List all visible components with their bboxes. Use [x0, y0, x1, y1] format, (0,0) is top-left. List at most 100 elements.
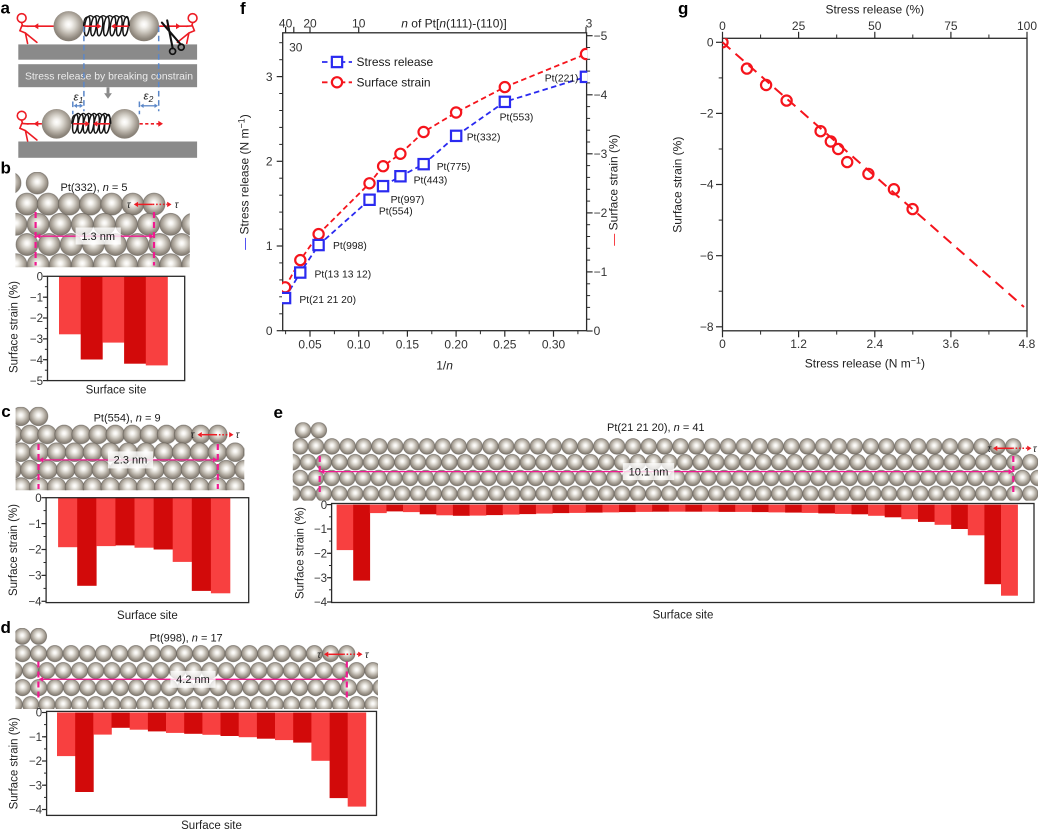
svg-text:c: c: [1, 402, 10, 421]
svg-text:g: g: [678, 0, 688, 18]
svg-text:Stress release by breaking con: Stress release by breaking constrain: [25, 71, 193, 82]
svg-text:−4: −4: [30, 355, 44, 367]
svg-text:τ: τ: [175, 200, 180, 211]
svg-text:Stress release (N m−1): Stress release (N m−1): [805, 356, 925, 371]
svg-text:−1: −1: [30, 292, 43, 304]
svg-text:a: a: [1, 0, 11, 17]
svg-text:Surface strain (%): Surface strain (%): [9, 281, 21, 373]
svg-text:Surface strain: Surface strain: [357, 76, 431, 90]
svg-text:τ: τ: [127, 200, 132, 211]
svg-text:0: 0: [35, 493, 41, 505]
svg-text:0.30: 0.30: [542, 338, 566, 352]
svg-text:−2: −2: [700, 107, 714, 121]
svg-text:−3: −3: [29, 781, 42, 793]
svg-text:10.1 nm: 10.1 nm: [629, 466, 669, 478]
svg-text:n of Pt[n(111)-(110)]: n of Pt[n(111)-(110)]: [401, 16, 506, 30]
svg-text:e: e: [274, 403, 283, 422]
svg-text:Pt(21 21 20), n = 41: Pt(21 21 20), n = 41: [607, 422, 705, 434]
svg-text:τ: τ: [236, 430, 241, 441]
svg-text:−5: −5: [30, 376, 43, 388]
svg-text:τ: τ: [1033, 444, 1038, 455]
svg-text:0: 0: [321, 500, 327, 512]
svg-text:30: 30: [289, 41, 303, 55]
svg-text:−4: −4: [28, 597, 42, 609]
svg-text:4.8: 4.8: [1019, 337, 1036, 351]
svg-text:Pt(998): Pt(998): [333, 241, 367, 252]
svg-text:−2: −2: [30, 313, 43, 325]
svg-text:Pt(443): Pt(443): [414, 176, 448, 187]
svg-text:Pt(13 13 12): Pt(13 13 12): [315, 269, 372, 280]
svg-text:Surface strain (%): Surface strain (%): [8, 504, 20, 596]
svg-text:3.6: 3.6: [943, 337, 960, 351]
svg-text:10: 10: [352, 16, 366, 30]
svg-text:— Surface strain (%): — Surface strain (%): [607, 134, 621, 245]
svg-text:Surface site: Surface site: [653, 610, 714, 622]
svg-text:0.20: 0.20: [444, 338, 468, 352]
svg-text:Stress release (%): Stress release (%): [825, 3, 924, 17]
svg-text:−3: −3: [594, 147, 608, 161]
svg-text:0: 0: [37, 272, 43, 284]
svg-text:0: 0: [719, 337, 726, 351]
svg-text:20: 20: [303, 16, 317, 30]
svg-text:Surface strain (%): Surface strain (%): [9, 717, 21, 809]
svg-text:τ: τ: [987, 444, 992, 455]
svg-text:2: 2: [266, 155, 273, 169]
svg-text:Surface site: Surface site: [86, 385, 147, 397]
svg-text:Surface site: Surface site: [117, 610, 178, 622]
svg-text:−2: −2: [594, 206, 608, 220]
svg-text:1.2: 1.2: [790, 337, 807, 351]
svg-text:τ: τ: [365, 650, 370, 661]
svg-text:Pt(332): Pt(332): [467, 133, 501, 144]
svg-text:−4: −4: [314, 597, 328, 609]
svg-text:0.10: 0.10: [347, 338, 371, 352]
svg-text:Pt(998), n = 17: Pt(998), n = 17: [150, 632, 223, 644]
svg-text:ε1: ε1: [74, 91, 84, 105]
svg-text:Surface strain (%): Surface strain (%): [670, 137, 684, 233]
svg-text:0: 0: [719, 19, 726, 33]
svg-text:τ: τ: [317, 650, 322, 661]
svg-text:1/n: 1/n: [436, 359, 453, 373]
svg-text:−5: −5: [594, 29, 608, 43]
svg-text:2.3 nm: 2.3 nm: [114, 455, 148, 467]
svg-text:0: 0: [266, 324, 273, 338]
svg-text:3: 3: [266, 70, 273, 84]
svg-text:50: 50: [868, 19, 882, 33]
svg-text:1: 1: [266, 239, 273, 253]
svg-text:−1: −1: [314, 524, 327, 536]
svg-text:0.05: 0.05: [298, 338, 322, 352]
svg-text:Pt(775): Pt(775): [437, 162, 471, 173]
svg-text:−3: −3: [28, 571, 41, 583]
svg-text:−4: −4: [29, 805, 43, 817]
svg-text:0: 0: [36, 708, 42, 720]
svg-text:−3: −3: [314, 573, 327, 585]
svg-text:Pt(21 21 20): Pt(21 21 20): [299, 295, 356, 306]
svg-text:−4: −4: [700, 178, 714, 192]
svg-text:0.25: 0.25: [493, 338, 517, 352]
svg-text:2.4: 2.4: [866, 337, 883, 351]
svg-text:3: 3: [586, 16, 593, 30]
svg-text:Pt(554), n = 9: Pt(554), n = 9: [94, 412, 161, 424]
svg-text:Pt(221): Pt(221): [545, 74, 579, 85]
svg-text:−3: −3: [30, 334, 43, 346]
svg-text:100: 100: [1017, 19, 1037, 33]
svg-text:Stress release: Stress release: [357, 55, 434, 69]
svg-text:0: 0: [707, 36, 714, 50]
svg-text:−6: −6: [700, 249, 714, 263]
svg-text:25: 25: [792, 19, 806, 33]
svg-text:1.3 nm: 1.3 nm: [81, 231, 115, 243]
svg-text:−2: −2: [29, 756, 42, 768]
svg-text:−8: −8: [700, 320, 714, 334]
svg-text:−2: −2: [314, 549, 327, 561]
svg-text:−1: −1: [28, 519, 41, 531]
svg-text:0.15: 0.15: [396, 338, 420, 352]
svg-text:0: 0: [594, 324, 601, 338]
svg-text:Pt(997): Pt(997): [391, 195, 425, 206]
svg-text:b: b: [1, 159, 11, 178]
svg-text:Pt(554): Pt(554): [379, 207, 413, 218]
svg-text:75: 75: [944, 19, 958, 33]
svg-text:Pt(332), n = 5: Pt(332), n = 5: [61, 182, 128, 194]
svg-text:−2: −2: [28, 545, 41, 557]
svg-text:−1: −1: [594, 265, 608, 279]
svg-text:−1: −1: [29, 732, 42, 744]
svg-text:40: 40: [279, 16, 293, 30]
